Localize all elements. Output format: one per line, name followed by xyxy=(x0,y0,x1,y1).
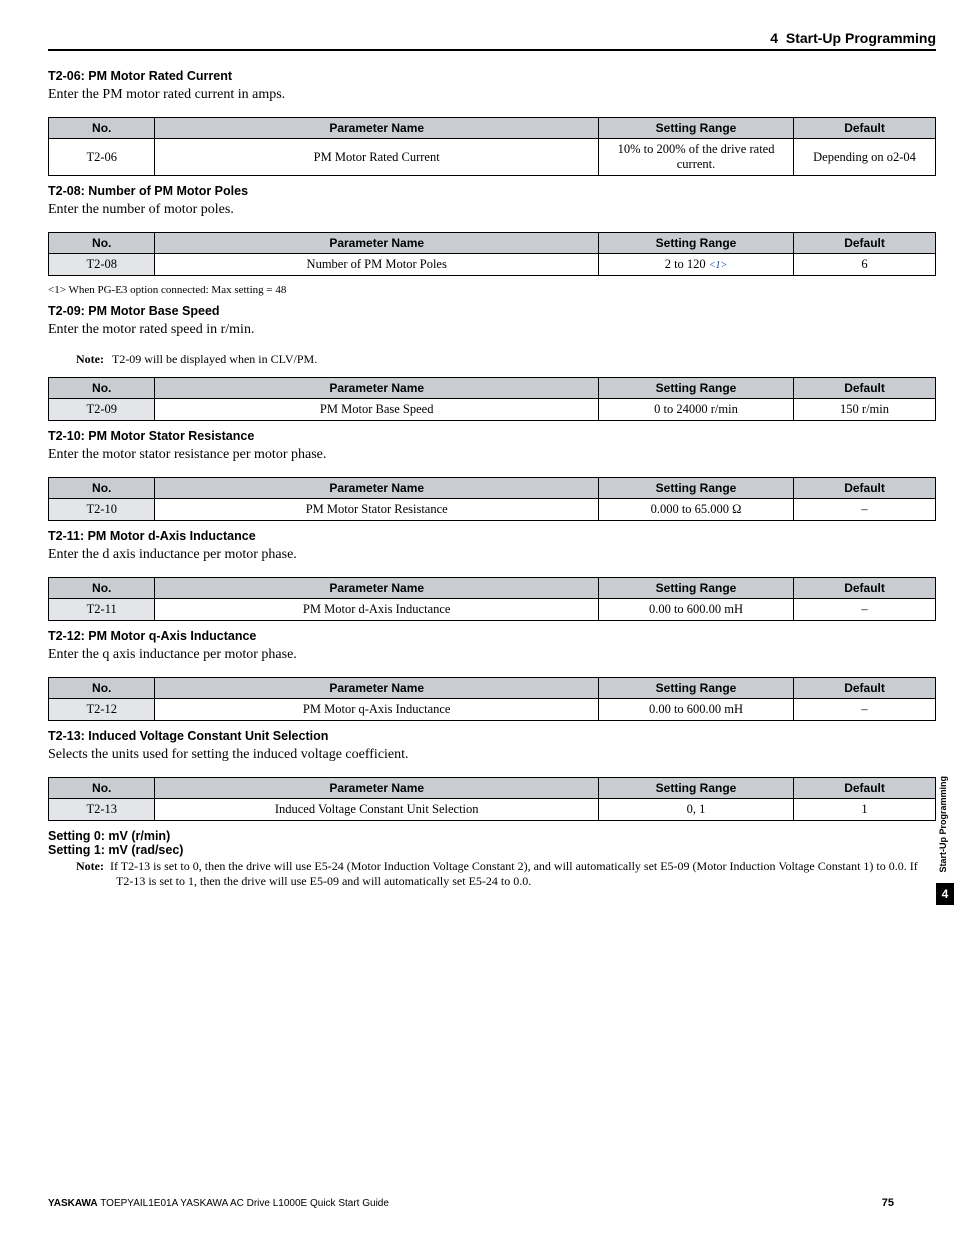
col-range: Setting Range xyxy=(598,778,793,799)
col-range: Setting Range xyxy=(598,233,793,254)
note-label: Note: xyxy=(76,352,104,366)
cell-def: – xyxy=(794,499,936,521)
page-header: 4 Start-Up Programming xyxy=(48,30,936,51)
col-range: Setting Range xyxy=(598,578,793,599)
col-range: Setting Range xyxy=(598,678,793,699)
param-table: No. Parameter Name Setting Range Default… xyxy=(48,377,936,421)
cell-name: PM Motor Rated Current xyxy=(155,139,599,176)
side-tab: Start-Up Programming 4 xyxy=(936,770,954,905)
section-heading: T2-12: PM Motor q-Axis Inductance xyxy=(48,629,936,643)
cell-range: 0.000 to 65.000 Ω xyxy=(598,499,793,521)
cell-name: Number of PM Motor Poles xyxy=(155,254,599,276)
col-no: No. xyxy=(49,118,155,139)
side-tab-number: 4 xyxy=(936,883,954,905)
cell-def: – xyxy=(794,699,936,721)
cell-name: PM Motor d-Axis Inductance xyxy=(155,599,599,621)
cell-range: 2 to 120 <1> xyxy=(598,254,793,276)
cell-def: Depending on o2-04 xyxy=(794,139,936,176)
setting-1: Setting 1: mV (rad/sec) xyxy=(48,843,936,857)
col-def: Default xyxy=(794,678,936,699)
col-no: No. xyxy=(49,233,155,254)
col-def: Default xyxy=(794,578,936,599)
cell-range: 0 to 24000 r/min xyxy=(598,399,793,421)
param-table: No. Parameter Name Setting Range Default… xyxy=(48,117,936,176)
section-heading: T2-11: PM Motor d-Axis Inductance xyxy=(48,529,936,543)
col-def: Default xyxy=(794,778,936,799)
cell-range: 10% to 200% of the drive rated current. xyxy=(598,139,793,176)
note-text: T2-09 will be displayed when in CLV/PM. xyxy=(112,352,317,366)
col-no: No. xyxy=(49,478,155,499)
cell-no: T2-09 xyxy=(49,399,155,421)
setting-0: Setting 0: mV (r/min) xyxy=(48,829,936,843)
col-range: Setting Range xyxy=(598,478,793,499)
cell-no: T2-06 xyxy=(49,139,155,176)
col-name: Parameter Name xyxy=(155,233,599,254)
section-heading: T2-09: PM Motor Base Speed xyxy=(48,304,936,318)
col-no: No. xyxy=(49,778,155,799)
cell-name: PM Motor q-Axis Inductance xyxy=(155,699,599,721)
settings-block: Setting 0: mV (r/min) Setting 1: mV (rad… xyxy=(48,829,936,889)
cell-no: T2-10 xyxy=(49,499,155,521)
cell-def: – xyxy=(794,599,936,621)
col-name: Parameter Name xyxy=(155,578,599,599)
cell-no: T2-08 xyxy=(49,254,155,276)
param-table: No. Parameter Name Setting Range Default… xyxy=(48,477,936,521)
section-heading: T2-06: PM Motor Rated Current xyxy=(48,69,936,83)
section-body: Enter the d axis inductance per motor ph… xyxy=(48,547,936,563)
param-table: No. Parameter Name Setting Range Default… xyxy=(48,777,936,821)
table-footnote: <1> When PG-E3 option connected: Max set… xyxy=(48,284,936,296)
col-name: Parameter Name xyxy=(155,378,599,399)
cell-def: 1 xyxy=(794,799,936,821)
cell-range: 0.00 to 600.00 mH xyxy=(598,699,793,721)
cell-no: T2-13 xyxy=(49,799,155,821)
col-name: Parameter Name xyxy=(155,778,599,799)
side-tab-label: Start-Up Programming xyxy=(936,770,950,879)
col-no: No. xyxy=(49,578,155,599)
col-no: No. xyxy=(49,678,155,699)
col-range: Setting Range xyxy=(598,118,793,139)
col-name: Parameter Name xyxy=(155,118,599,139)
param-table: No. Parameter Name Setting Range Default… xyxy=(48,577,936,621)
col-def: Default xyxy=(794,378,936,399)
section-body: Enter the motor rated speed in r/min. xyxy=(48,322,936,338)
cell-def: 150 r/min xyxy=(794,399,936,421)
section-heading: T2-13: Induced Voltage Constant Unit Sel… xyxy=(48,729,936,743)
section-body: Selects the units used for setting the i… xyxy=(48,747,936,763)
section-heading: T2-10: PM Motor Stator Resistance xyxy=(48,429,936,443)
col-def: Default xyxy=(794,233,936,254)
cell-range: 0.00 to 600.00 mH xyxy=(598,599,793,621)
cell-name: PM Motor Base Speed xyxy=(155,399,599,421)
chapter-title: Start-Up Programming xyxy=(786,30,936,46)
cell-name: Induced Voltage Constant Unit Selection xyxy=(155,799,599,821)
col-name: Parameter Name xyxy=(155,478,599,499)
settings-note-text: If T2-13 is set to 0, then the drive wil… xyxy=(110,859,918,888)
cell-name: PM Motor Stator Resistance xyxy=(155,499,599,521)
page-footer: YASKAWA TOEPYAIL1E01A YASKAWA AC Drive L… xyxy=(48,1198,936,1209)
col-name: Parameter Name xyxy=(155,678,599,699)
note-label: Note: xyxy=(76,859,104,873)
section-body: Enter the motor stator resistance per mo… xyxy=(48,447,936,463)
section-body: Enter the q axis inductance per motor ph… xyxy=(48,647,936,663)
footer-page: 75 xyxy=(882,1197,894,1209)
settings-note: Note: If T2-13 is set to 0, then the dri… xyxy=(76,859,936,889)
section-heading: T2-08: Number of PM Motor Poles xyxy=(48,184,936,198)
section-body: Enter the number of motor poles. xyxy=(48,202,936,218)
col-def: Default xyxy=(794,478,936,499)
ref-marker: <1> xyxy=(709,260,728,271)
col-no: No. xyxy=(49,378,155,399)
chapter-number: 4 xyxy=(770,30,778,46)
cell-def: 6 xyxy=(794,254,936,276)
footer-doc: YASKAWA TOEPYAIL1E01A YASKAWA AC Drive L… xyxy=(48,1198,389,1209)
col-range: Setting Range xyxy=(598,378,793,399)
cell-no: T2-11 xyxy=(49,599,155,621)
note: Note: T2-09 will be displayed when in CLV… xyxy=(76,352,936,367)
section-body: Enter the PM motor rated current in amps… xyxy=(48,87,936,103)
col-def: Default xyxy=(794,118,936,139)
cell-range: 0, 1 xyxy=(598,799,793,821)
param-table: No. Parameter Name Setting Range Default… xyxy=(48,677,936,721)
param-table: No. Parameter Name Setting Range Default… xyxy=(48,232,936,276)
cell-no: T2-12 xyxy=(49,699,155,721)
